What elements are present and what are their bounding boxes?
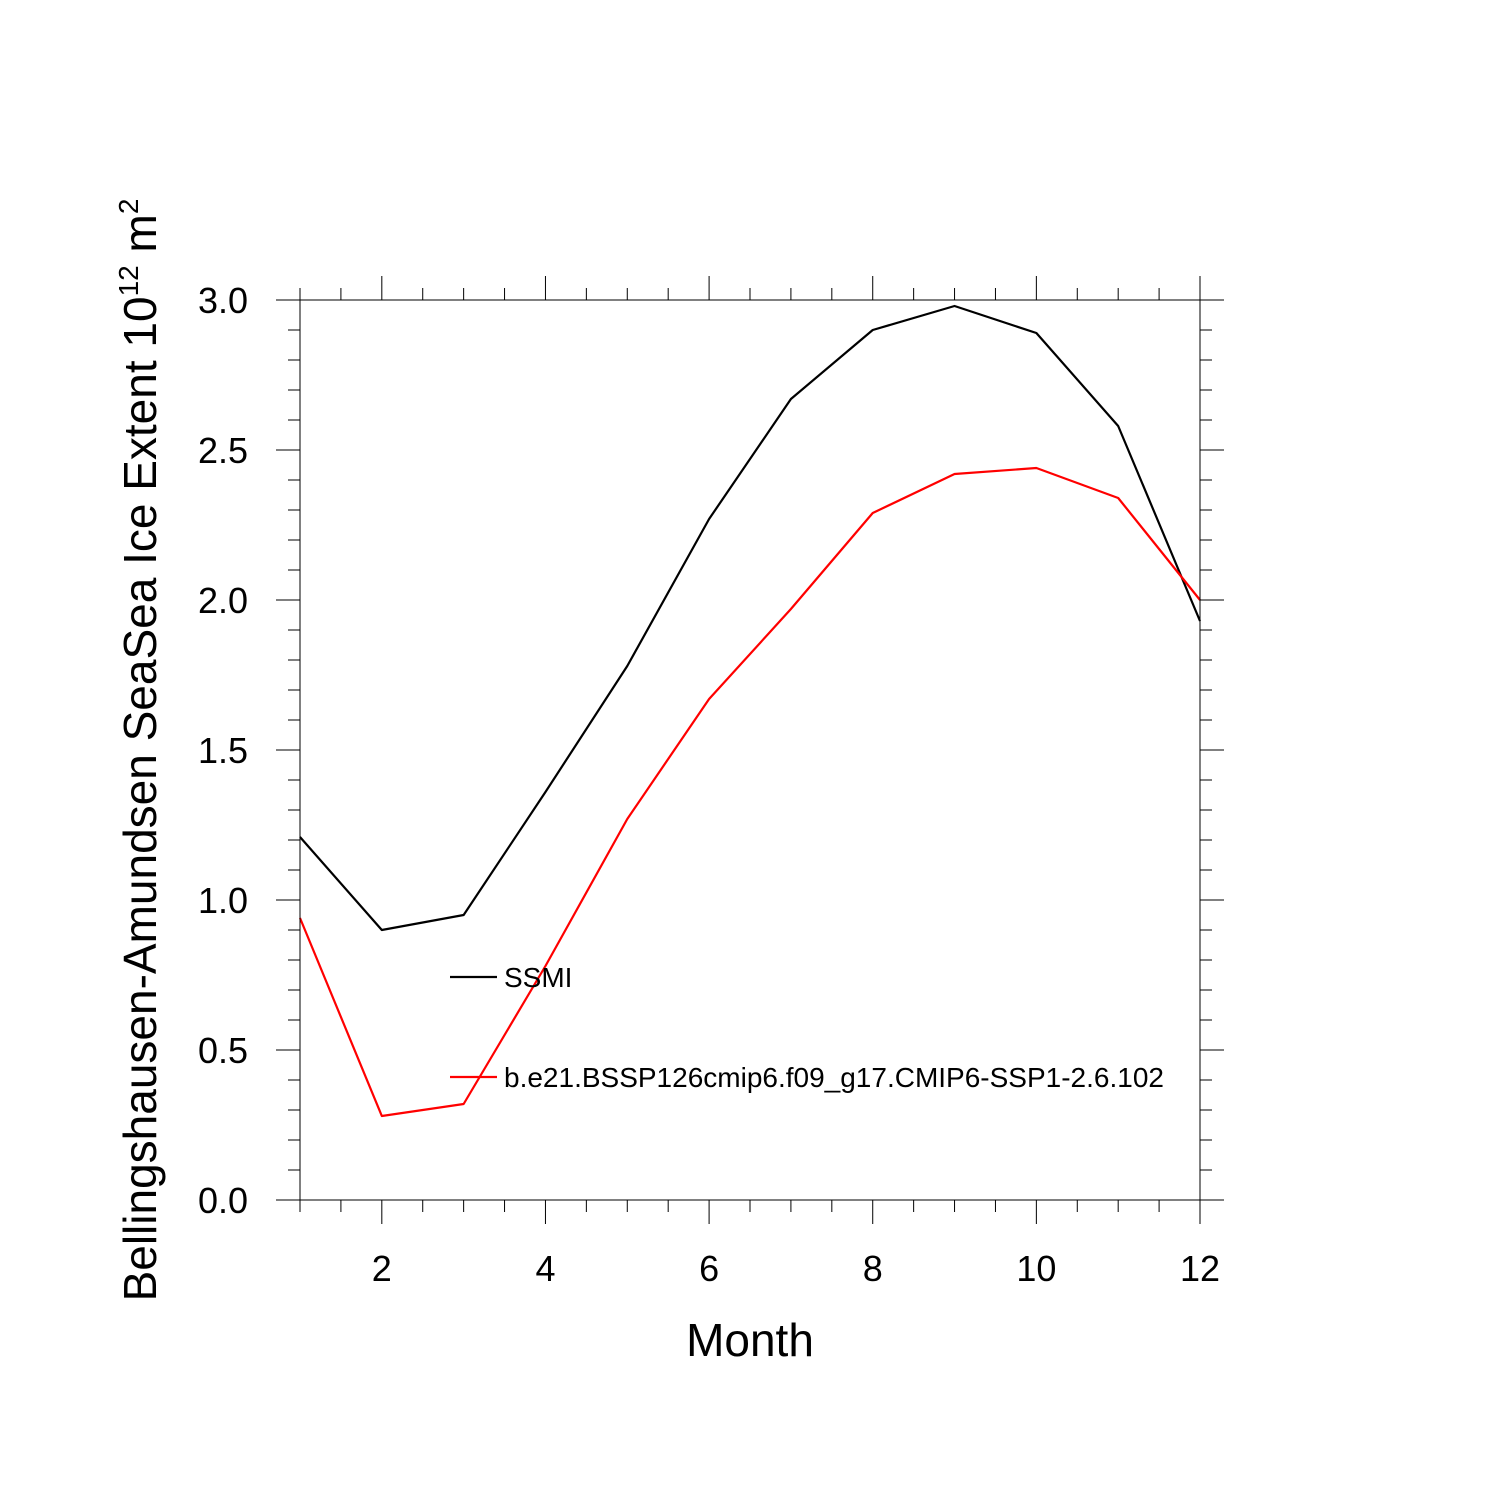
x-tick-label: 2 xyxy=(372,1248,392,1289)
x-tick-label: 6 xyxy=(699,1248,719,1289)
x-tick-label: 12 xyxy=(1180,1248,1220,1289)
series-line-2 xyxy=(298,466,1201,1118)
legend-label-2: b.e21.BSSP126cmip6.f09_g17.CMIP6-SSP1-2.… xyxy=(504,1062,1164,1093)
y-axis-title-unit-exponent: 2 xyxy=(113,199,144,215)
y-axis-title-unit: m xyxy=(114,214,166,265)
series-line-1 xyxy=(299,304,1202,932)
y-tick-label: 1.0 xyxy=(198,880,248,921)
x-axis-title: Month xyxy=(686,1314,814,1366)
y-axis-title: Bellingshausen-Amundsen SeaSea Ice Exten… xyxy=(113,199,166,1302)
legend-label-1: SSMI xyxy=(504,962,572,993)
y-tick-label: 0.0 xyxy=(198,1180,248,1221)
y-axis-title-exponent: 12 xyxy=(113,265,144,296)
y-tick-label: 0.5 xyxy=(198,1030,248,1071)
y-axis-title-main: Bellingshausen-Amundsen SeaSea Ice Exten… xyxy=(114,296,166,1301)
plot-frame xyxy=(299,299,1201,1201)
y-tick-label: 3.0 xyxy=(198,280,248,321)
y-tick-label: 1.5 xyxy=(198,730,248,771)
x-tick-label: 4 xyxy=(535,1248,555,1289)
y-tick-label: 2.0 xyxy=(198,580,248,621)
x-tick-label: 10 xyxy=(1016,1248,1056,1289)
x-tick-label: 8 xyxy=(863,1248,883,1289)
y-tick-label: 2.5 xyxy=(198,430,248,471)
